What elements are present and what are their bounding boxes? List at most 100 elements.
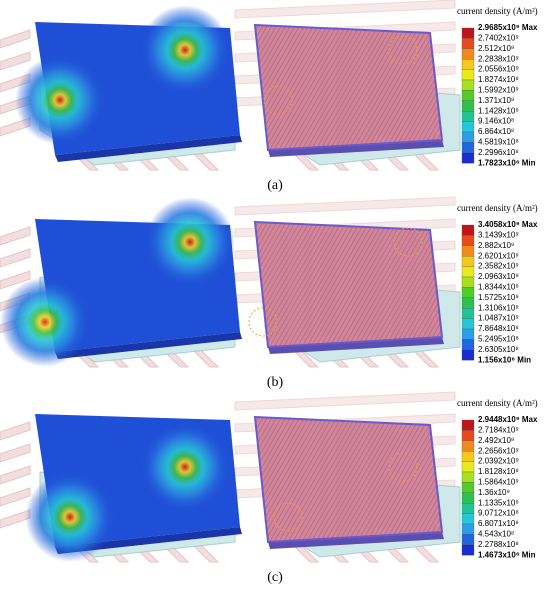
legend-label: 2.512x10⁹ xyxy=(478,44,514,53)
legend-label: 2.0963x10⁹ xyxy=(478,272,519,281)
legend-label: 2.6305x10⁸ xyxy=(478,345,519,354)
lead xyxy=(0,465,31,485)
legend-title: current density (A/m²) xyxy=(457,203,538,213)
legend-swatch xyxy=(461,131,475,143)
caption: (c) xyxy=(267,570,283,585)
legend-label: 2.2838x10⁹ xyxy=(478,54,519,63)
lead xyxy=(0,51,31,71)
legend-swatch xyxy=(461,523,475,535)
hot-spot xyxy=(140,422,230,512)
legend-label: 9.146x10⁸ xyxy=(478,117,514,126)
lead xyxy=(0,421,31,441)
vector-burst xyxy=(248,307,278,337)
legend-label: 2.7184x10⁹ xyxy=(478,426,519,435)
legend-label: 3.4058x10⁹ Max xyxy=(478,220,538,229)
chip-side xyxy=(55,332,242,359)
hot-spot xyxy=(145,197,235,287)
legend-label: 4.543x10⁸ xyxy=(478,530,514,539)
legend-swatch xyxy=(461,492,475,504)
caption: (b) xyxy=(267,375,284,390)
legend-swatch xyxy=(461,461,475,473)
legend-label: 1.371x10⁹ xyxy=(478,96,514,105)
vector-burst xyxy=(273,502,303,532)
legend-label: 1.3106x10⁹ xyxy=(478,303,519,312)
legend-swatch xyxy=(461,142,475,153)
legend-swatch xyxy=(461,297,475,309)
legend-label: 2.6201x10⁹ xyxy=(478,251,519,260)
legend-swatch xyxy=(461,308,475,319)
legend-swatch xyxy=(461,152,475,164)
legend-swatch xyxy=(461,471,475,483)
legend-swatch xyxy=(461,440,475,452)
lead xyxy=(0,248,31,268)
hot-spot xyxy=(25,472,115,562)
legend-label: 4.5819x10⁸ xyxy=(478,138,519,147)
chip-side xyxy=(55,135,242,162)
legend-label: 1.5992x10⁹ xyxy=(478,86,519,95)
legend-label: 1.8274x10⁹ xyxy=(478,75,519,84)
legend-swatch xyxy=(461,27,475,39)
legend-label: 1.4673x10⁶ Min xyxy=(478,550,536,559)
legend-swatch xyxy=(461,328,475,340)
legend-swatch xyxy=(461,266,475,278)
legend-label: 1.5864x10⁹ xyxy=(478,478,519,487)
legend-swatch xyxy=(461,503,475,514)
panel: current density (A/m²) 3.4058x10⁹ Max 3.14… xyxy=(0,196,538,390)
lead xyxy=(234,391,456,411)
legend-swatch xyxy=(461,100,475,112)
legend-swatch xyxy=(461,256,475,267)
legend-swatch xyxy=(461,544,475,556)
legend-label: 9.0712x10⁸ xyxy=(478,509,519,518)
panel: current density (A/m²) 2.9685x10⁹ Max 2.74… xyxy=(0,0,538,193)
legend-swatch xyxy=(461,90,475,101)
legend-swatch xyxy=(461,121,475,133)
vector-burst xyxy=(388,35,418,65)
legend-label: 2.2656x10⁹ xyxy=(478,446,519,455)
legend-label: 3.1439x10⁹ xyxy=(478,231,519,240)
legend-label: 1.5725x10⁹ xyxy=(478,293,519,302)
legend-swatch xyxy=(461,79,475,91)
legend-swatch xyxy=(461,451,475,462)
legend-label: 1.36x10⁹ xyxy=(478,488,510,497)
hot-spot xyxy=(15,55,105,145)
hot-spot xyxy=(0,277,90,367)
legend-label: 1.8344x10⁹ xyxy=(478,283,519,292)
vector-burst xyxy=(263,85,293,115)
chip-side xyxy=(268,140,444,157)
legend-swatch xyxy=(461,318,475,330)
legend-label: 2.3582x10⁹ xyxy=(478,262,519,271)
chip-vectors xyxy=(253,23,444,152)
legend-swatch xyxy=(461,513,475,525)
legend-swatch xyxy=(461,48,475,60)
legend-label: 2.2788x10⁸ xyxy=(478,540,519,549)
chip-vectors xyxy=(253,415,444,544)
legend-label: 2.492x10⁹ xyxy=(478,436,514,445)
legend-swatch xyxy=(461,245,475,257)
legend-swatch xyxy=(461,287,475,298)
legend-swatch xyxy=(461,224,475,236)
legend-label: 2.882x10⁹ xyxy=(478,241,514,250)
chip-side xyxy=(268,532,444,549)
legend-label: 1.1428x10⁹ xyxy=(478,106,519,115)
legend-swatch xyxy=(461,339,475,350)
legend-label: 1.7823x10⁶ Min xyxy=(478,158,536,167)
legend-swatch xyxy=(461,534,475,545)
legend-swatch xyxy=(461,69,475,81)
lead xyxy=(0,443,31,463)
legend-label: 2.9448x10⁹ Max xyxy=(478,415,538,424)
panel: current density (A/m²) 2.9448x10⁹ Max 2.71… xyxy=(0,391,538,585)
legend-label: 1.156x10⁶ Min xyxy=(478,355,531,364)
chip-side xyxy=(268,337,444,354)
legend-label: 1.0487x10⁹ xyxy=(478,314,519,323)
legend-swatch xyxy=(461,482,475,493)
legend-swatch xyxy=(461,349,475,361)
legend-label: 2.0392x10⁹ xyxy=(478,457,519,466)
legend-label: 5.2495x10⁸ xyxy=(478,335,519,344)
legend-label: 2.9685x10⁹ Max xyxy=(478,23,538,32)
legend-label: 6.864x10⁸ xyxy=(478,127,514,136)
legend-title: current density (A/m²) xyxy=(457,6,538,16)
legend-swatch xyxy=(461,235,475,246)
legend-swatch xyxy=(461,430,475,441)
legend-label: 1.1335x10⁹ xyxy=(478,498,519,507)
